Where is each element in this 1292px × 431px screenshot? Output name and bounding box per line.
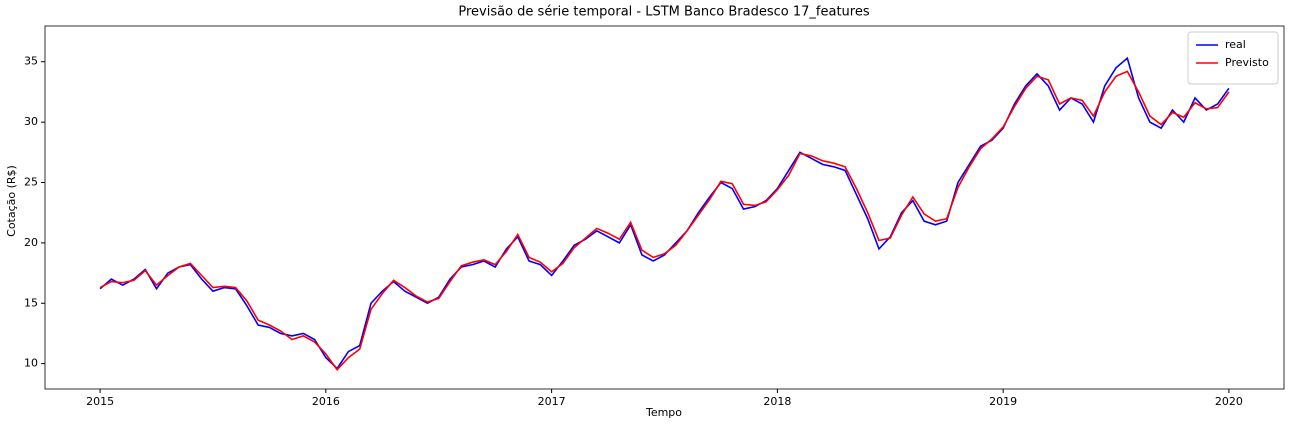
x-tick-label: 2016 (312, 395, 340, 408)
x-tick-label: 2017 (538, 395, 566, 408)
line-series (99, 70, 1230, 371)
legend-label: Previsto (1225, 56, 1269, 69)
y-tick-label: 25 (24, 176, 38, 189)
y-tick-label: 20 (24, 236, 38, 249)
y-tick-label: 35 (24, 55, 38, 68)
chart-title: Previsão de série temporal - LSTM Banco … (458, 5, 869, 20)
y-axis-label: Cotação (R$) (5, 165, 18, 237)
legend-label: real (1225, 38, 1246, 51)
x-tick-label: 2015 (86, 395, 114, 408)
x-axis-label: Tempo (645, 406, 682, 419)
x-tick-label: 2020 (1215, 395, 1243, 408)
plot-frame (44, 25, 1285, 390)
x-tick-label: 2019 (989, 395, 1017, 408)
x-tick-label: 2018 (763, 395, 791, 408)
y-tick-label: 10 (24, 357, 38, 370)
y-tick-label: 15 (24, 296, 38, 309)
y-tick-label: 30 (24, 115, 38, 128)
